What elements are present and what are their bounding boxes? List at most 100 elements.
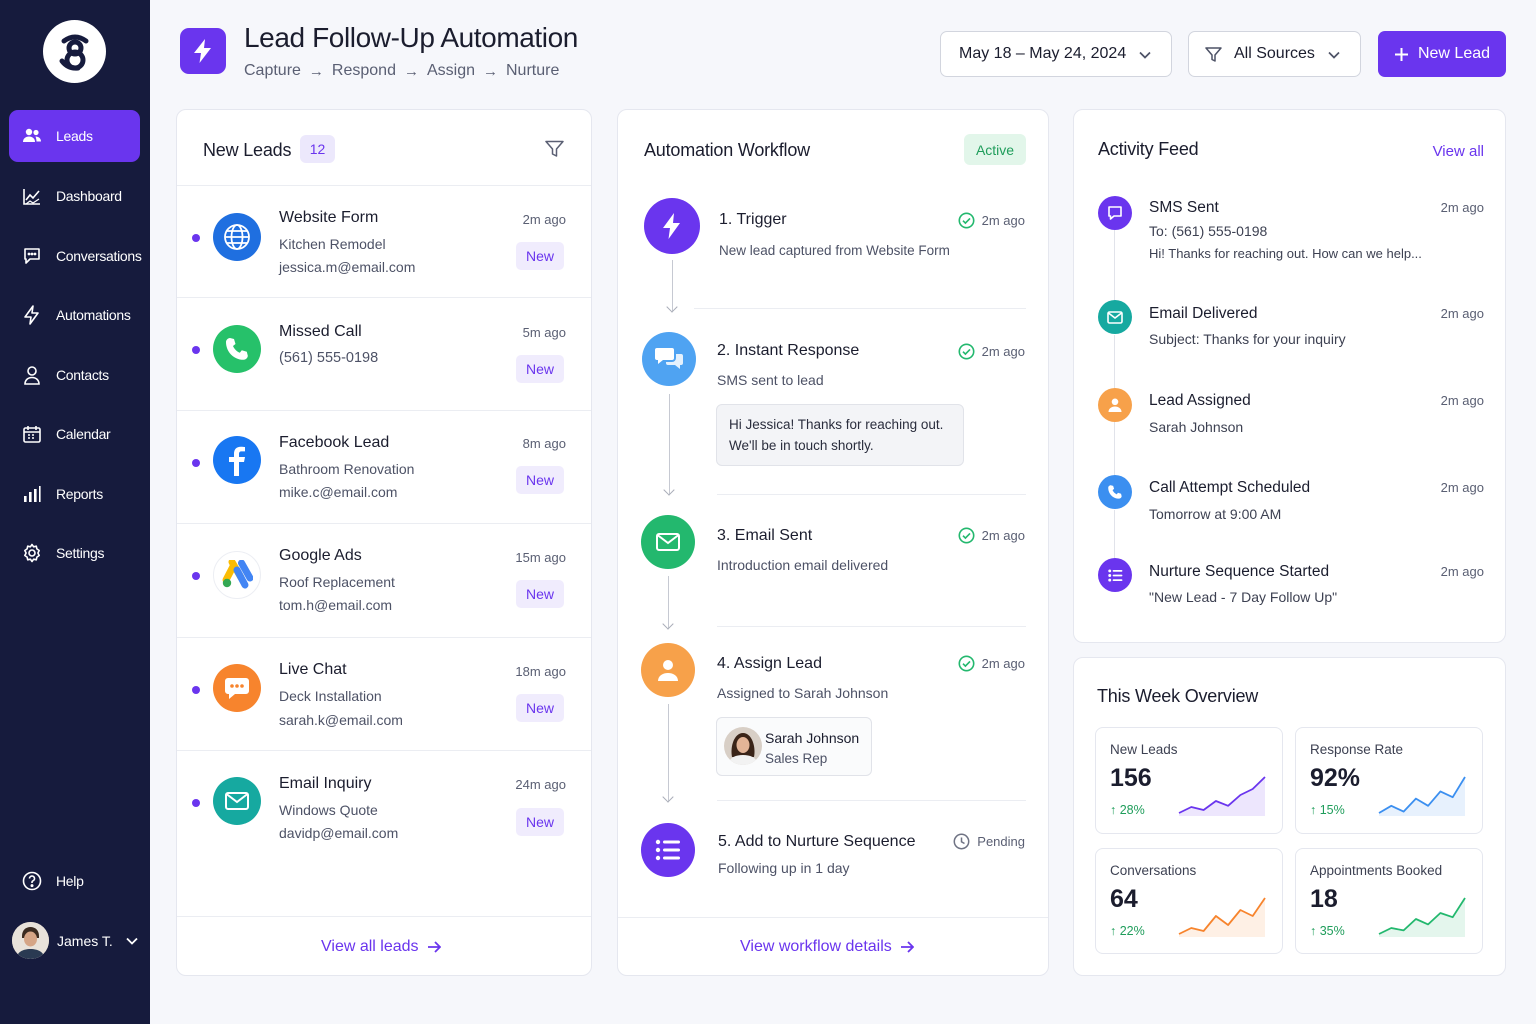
source-filter-select[interactable]: All Sources <box>1188 31 1361 77</box>
list-item[interactable]: Email Inquiry Windows Quote davidp@email… <box>177 751 591 864</box>
help-button[interactable]: Help <box>9 855 140 907</box>
stat-value: 156 <box>1110 764 1152 792</box>
user-menu[interactable]: James T. <box>12 922 138 959</box>
stat-card-new-leads[interactable]: New Leads 156 ↑ 28% <box>1095 727 1283 834</box>
list-item[interactable]: Google Ads Roof Replacement tom.h@email.… <box>177 524 591 638</box>
assignee-card[interactable]: Sarah Johnson Sales Rep <box>716 717 872 776</box>
check-circle-icon <box>958 655 975 672</box>
lead-name: Website Form <box>279 209 379 226</box>
lead-count-badge: 12 <box>300 135 335 163</box>
user-name: James T. <box>57 932 113 949</box>
lead-email: tom.h@email.com <box>279 597 393 613</box>
breadcrumb-respond[interactable]: Respond <box>331 62 396 79</box>
chat-icon <box>642 332 696 386</box>
lead-time: 5m ago <box>522 325 566 340</box>
stat-card-appointments[interactable]: Appointments Booked 18 ↑ 35% <box>1295 848 1483 954</box>
lead-name: Facebook Lead <box>279 434 390 451</box>
step-title: 5. Add to Nurture Sequence <box>718 833 916 850</box>
view-all-leads-link[interactable]: View all leads <box>321 938 441 956</box>
status-badge: New <box>516 466 564 494</box>
unread-dot <box>192 234 200 242</box>
connector-arrow <box>668 704 669 801</box>
page-title: Lead Follow-Up Automation <box>244 22 578 53</box>
step-subtitle: Assigned to Sarah Johnson <box>717 685 889 701</box>
lead-name: Missed Call <box>279 323 362 340</box>
calendar-icon <box>22 424 42 444</box>
sidebar-item-calendar[interactable]: Calendar <box>9 408 140 460</box>
workflow-title: Automation Workflow <box>644 140 810 160</box>
avatar <box>724 727 762 765</box>
message-line: We'll be in touch shortly. <box>729 438 874 453</box>
breadcrumb: Capture → Respond → Assign → Nurture <box>244 62 559 80</box>
step-time: 2m ago <box>981 528 1025 543</box>
sidebar-item-conversations[interactable]: Conversations <box>9 230 142 282</box>
sidebar-item-label: Automations <box>56 307 131 323</box>
stat-value: 64 <box>1110 885 1138 913</box>
view-workflow-details-link[interactable]: View workflow details <box>740 938 914 956</box>
facebook-icon <box>213 436 261 484</box>
step-time: 2m ago <box>981 656 1025 671</box>
users-icon <box>22 126 42 146</box>
activity-time: 2m ago <box>1440 200 1484 215</box>
lead-name: Google Ads <box>279 547 362 564</box>
new-leads-card: New Leads 12 Website Form Kitchen Remode… <box>176 109 592 976</box>
lead-email: mike.c@email.com <box>279 484 398 500</box>
sidebar-item-reports[interactable]: Reports <box>9 468 140 520</box>
sidebar-item-settings[interactable]: Settings <box>9 527 140 579</box>
connector-arrow <box>668 576 669 628</box>
automation-icon-badge <box>180 28 226 74</box>
lead-time: 2m ago <box>522 212 566 227</box>
stat-delta: ↑ 35% <box>1310 924 1345 938</box>
stat-value: 92% <box>1310 764 1361 792</box>
assignee-role: Sales Rep <box>765 751 828 766</box>
activity-line: Subject: Thanks for your inquiry <box>1149 331 1346 347</box>
activity-line: To: (561) 555-0198 <box>1149 223 1268 239</box>
sidebar-item-contacts[interactable]: Contacts <box>9 349 140 401</box>
stat-label: Conversations <box>1110 863 1197 878</box>
sidebar-item-leads[interactable]: Leads <box>9 110 140 162</box>
breadcrumb-capture[interactable]: Capture <box>244 62 301 79</box>
sparkline-chart <box>1378 897 1466 937</box>
bar-chart-icon <box>22 484 42 504</box>
list-icon <box>1098 558 1132 592</box>
list-item[interactable]: Facebook Lead Bathroom Renovation mike.c… <box>177 411 591 524</box>
step-title: 3. Email Sent <box>717 527 813 544</box>
sparkline-area <box>1179 777 1265 816</box>
overview-title: This Week Overview <box>1097 686 1259 706</box>
sms-message-preview: Hi Jessica! Thanks for reaching out. We'… <box>716 404 964 466</box>
list-item[interactable]: Website Form Kitchen Remodel jessica.m@e… <box>177 186 591 298</box>
breadcrumb-nurture[interactable]: Nurture <box>506 62 560 79</box>
activity-title: Call Attempt Scheduled <box>1149 479 1311 496</box>
step-title: 2. Instant Response <box>717 342 860 359</box>
timeline-connector <box>1114 422 1115 484</box>
list-icon <box>641 823 695 877</box>
sparkline-chart <box>1178 776 1266 816</box>
app-logo[interactable] <box>43 20 106 83</box>
new-lead-button[interactable]: New Lead <box>1378 31 1506 77</box>
stat-card-conversations[interactable]: Conversations 64 ↑ 22% <box>1095 848 1283 954</box>
sidebar-item-dashboard[interactable]: Dashboard <box>9 170 140 222</box>
lead-time: 8m ago <box>522 436 566 451</box>
stat-delta-value: 35% <box>1319 924 1345 938</box>
stat-label: Response Rate <box>1310 742 1404 757</box>
sparkline-area <box>1179 898 1265 937</box>
lead-email: davidp@email.com <box>279 825 399 841</box>
unread-dot <box>192 799 200 807</box>
status-badge: New <box>516 694 564 722</box>
person-icon <box>1098 388 1132 422</box>
sparkline-area <box>1379 777 1465 816</box>
sparkline-area <box>1379 898 1465 937</box>
lead-detail: Windows Quote <box>279 802 378 818</box>
activity-title: SMS Sent <box>1149 199 1219 216</box>
sidebar-item-label: Settings <box>56 545 105 561</box>
view-all-activity-link[interactable]: View all <box>1432 143 1484 160</box>
date-range-select[interactable]: May 18 – May 24, 2024 <box>940 31 1172 77</box>
filter-icon[interactable] <box>545 140 564 158</box>
stat-card-response-rate[interactable]: Response Rate 92% ↑ 15% <box>1295 727 1483 834</box>
breadcrumb-assign[interactable]: Assign <box>426 62 475 79</box>
list-item[interactable]: Missed Call (561) 555-0198 5m ago New <box>177 298 591 411</box>
sidebar-item-label: Leads <box>56 128 93 144</box>
sidebar-item-automations[interactable]: Automations <box>9 289 140 341</box>
list-item[interactable]: Live Chat Deck Installation sarah.k@emai… <box>177 638 591 751</box>
mail-icon <box>213 777 261 825</box>
